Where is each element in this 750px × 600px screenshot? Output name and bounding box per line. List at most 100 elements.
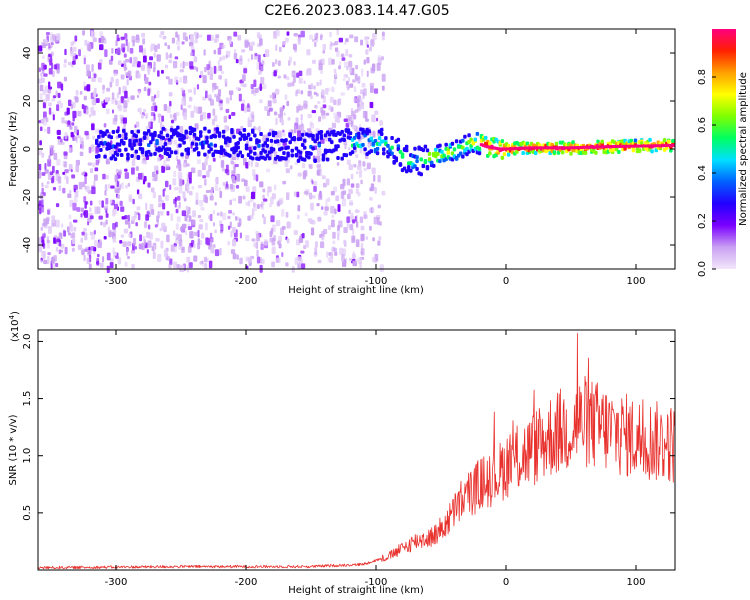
heatmap-noise-cell — [282, 180, 287, 185]
heatmap-noise-cell — [95, 128, 99, 134]
heatmap-noise-cell — [324, 206, 329, 211]
heatmap-noise-cell — [314, 105, 318, 109]
heatmap-noise-cell — [333, 112, 338, 118]
heatmap-noise-cell — [163, 103, 168, 112]
heatmap-ridge-core — [558, 146, 563, 150]
heatmap-noise-cell — [343, 118, 348, 122]
heatmap-noise-cell — [229, 183, 234, 190]
heatmap-ridge-cell — [132, 142, 136, 147]
heatmap-noise-cell — [119, 114, 124, 120]
heatmap-ridge-cell — [238, 137, 243, 142]
heatmap-ridge-cell — [209, 142, 213, 147]
heatmap-noise-cell — [168, 263, 172, 269]
heatmap-ridge-cell — [425, 164, 430, 169]
heatmap-ridge-cell — [169, 150, 174, 155]
heatmap-ridge-cell — [236, 140, 240, 145]
snr-series-line — [37, 332, 675, 570]
heatmap-noise-cell — [146, 231, 151, 239]
heatmap-noise-cell — [109, 262, 114, 269]
heatmap-noise-cell — [317, 216, 322, 222]
heatmap-noise-cell — [200, 206, 205, 211]
heatmap-ridge-core — [608, 145, 613, 149]
heatmap-ridge-core — [500, 147, 505, 151]
heatmap-ridge-core — [535, 146, 540, 150]
heatmap-noise-cell — [320, 70, 323, 75]
heatmap-ridge-cell — [344, 153, 349, 158]
heatmap-ridge-cell — [126, 156, 130, 161]
heatmap-noise-cell — [286, 192, 290, 200]
heatmap-ridge-cell — [238, 150, 243, 155]
heatmap-ridge-core — [602, 145, 607, 149]
heatmap-noise-cell — [348, 54, 353, 58]
heatmap-noise-cell — [379, 221, 382, 226]
heatmap-noise-cell — [378, 236, 382, 241]
heatmap-noise-cell — [352, 229, 355, 236]
heatmap-noise-cell — [239, 232, 242, 239]
heatmap-noise-cell — [321, 236, 325, 241]
heatmap-ridge-cell — [115, 129, 120, 134]
heatmap-noise-cell — [328, 105, 332, 111]
x-tick-label: -300 — [105, 577, 128, 588]
heatmap-noise-cell — [108, 183, 111, 189]
heatmap-noise-cell — [346, 222, 350, 229]
heatmap-noise-cell — [318, 116, 321, 122]
heatmap-noise-cell — [173, 261, 178, 269]
heatmap-noise-cell — [48, 107, 52, 115]
heatmap-noise-cell — [212, 209, 216, 215]
heatmap-noise-cell — [243, 68, 248, 74]
heatmap-ridge-core — [529, 146, 534, 150]
heatmap-noise-cell — [353, 164, 357, 168]
heatmap-ridge-cell — [332, 129, 336, 134]
heatmap-noise-cell — [110, 55, 114, 61]
heatmap-noise-cell — [321, 175, 326, 180]
heatmap-noise-cell — [152, 102, 157, 106]
heatmap-noise-cell — [160, 155, 164, 160]
heatmap-noise-cell — [154, 45, 158, 53]
heatmap-noise-cell — [212, 108, 216, 116]
heatmap-noise-cell — [144, 77, 149, 84]
heatmap-noise-cell — [124, 219, 129, 225]
heatmap-noise-cell — [86, 43, 91, 51]
heatmap-noise-cell — [210, 246, 215, 254]
heatmap-ridge-cell — [552, 150, 557, 155]
heatmap-ridge-cell — [662, 138, 667, 143]
heatmap-noise-cell — [48, 86, 53, 90]
heatmap-noise-cell — [331, 246, 336, 252]
heatmap-noise-cell — [48, 42, 51, 49]
heatmap-noise-cell — [325, 198, 328, 207]
heatmap-noise-cell — [50, 145, 55, 149]
heatmap-ridge-cell — [375, 151, 380, 156]
heatmap-ridge-cell — [325, 157, 330, 162]
heatmap-noise-cell — [221, 167, 225, 172]
heatmap-noise-cell — [356, 165, 362, 171]
heatmap-ridge-cell — [282, 151, 286, 156]
heatmap-noise-cell — [193, 255, 198, 262]
heatmap-noise-cell — [148, 81, 152, 86]
heatmap-noise-cell — [120, 206, 125, 212]
heatmap-noise-cell — [296, 105, 299, 113]
heatmap-noise-cell — [334, 208, 337, 215]
heatmap-noise-cell — [74, 35, 78, 42]
y-tick-label: 20 — [22, 95, 33, 108]
heatmap-ridge-cell — [155, 139, 159, 144]
heatmap-noise-cell — [133, 56, 138, 64]
heatmap-noise-cell — [69, 199, 74, 208]
heatmap-noise-cell — [281, 225, 286, 230]
heatmap-noise-cell — [271, 246, 276, 254]
heatmap-noise-cell — [63, 59, 67, 64]
heatmap-noise-cell — [42, 99, 45, 103]
heatmap-noise-cell — [319, 241, 325, 249]
heatmap-noise-cell — [219, 190, 223, 199]
heatmap-noise-cell — [94, 167, 99, 172]
heatmap-noise-cell — [290, 165, 293, 170]
heatmap-noise-cell — [233, 31, 238, 37]
heatmap-noise-cell — [145, 202, 148, 211]
heatmap-noise-cell — [209, 195, 214, 201]
heatmap-ridge-core — [656, 144, 661, 148]
heatmap-noise-cell — [199, 74, 202, 79]
heatmap-noise-cell — [151, 95, 155, 102]
heatmap-ridge-cell — [442, 153, 446, 158]
heatmap-noise-cell — [360, 225, 365, 231]
heatmap-noise-cell — [345, 49, 349, 57]
heatmap-noise-cell — [360, 179, 363, 185]
